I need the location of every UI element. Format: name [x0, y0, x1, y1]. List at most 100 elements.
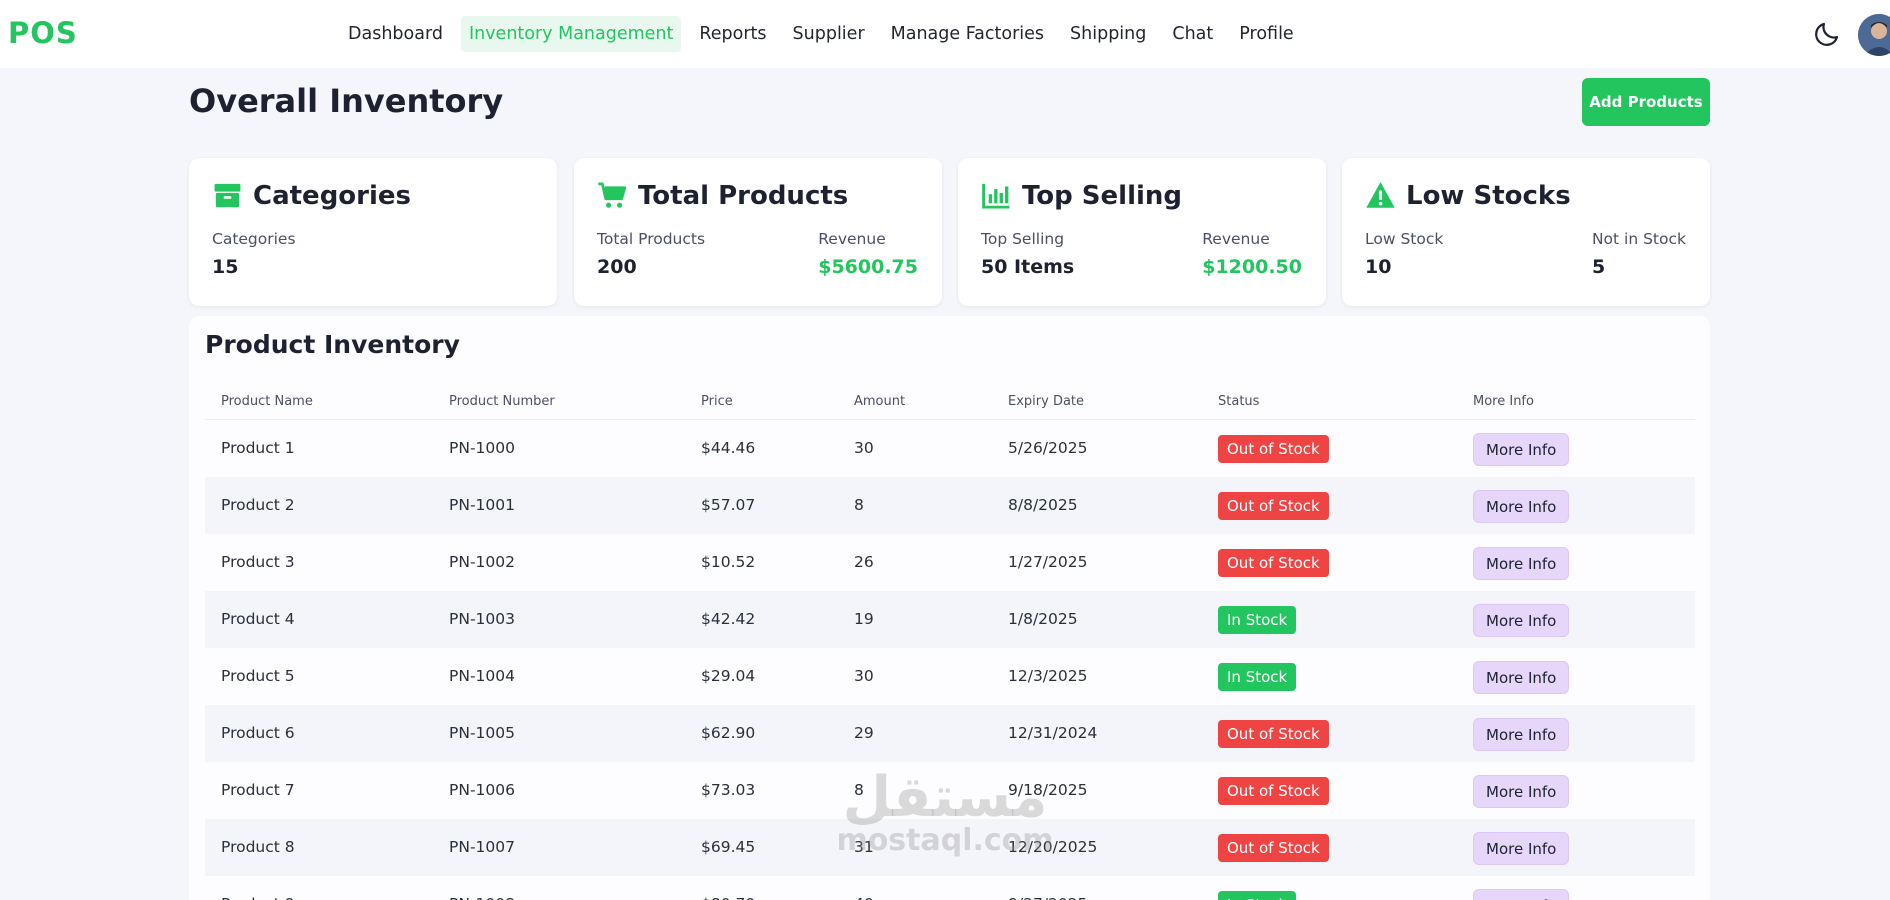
stat-value: 200: [597, 256, 637, 278]
product-name-cell: Product 3: [221, 553, 295, 571]
product-name-cell: Product 4: [221, 610, 295, 628]
product-number-cell: PN-1001: [449, 496, 515, 514]
price-cell: $73.03: [701, 781, 756, 799]
column-header[interactable]: Amount: [854, 394, 906, 409]
status-badge: In Stock: [1218, 663, 1297, 691]
product-number-cell: PN-1000: [449, 439, 515, 457]
total-products-card: Total Products Total Products 200 Revenu…: [574, 158, 942, 306]
table-body: Product 1 PN-1000 $44.46 30 5/26/2025 Out of …: [205, 420, 1695, 900]
stat-value: 5: [1591, 256, 1606, 278]
nav-item-profile[interactable]: Profile: [1239, 24, 1294, 44]
column-header[interactable]: Expiry Date: [1008, 394, 1085, 409]
more-info-button[interactable]: More Info: [1473, 604, 1570, 637]
product-number-cell: PN-1008: [449, 895, 515, 900]
product-number-cell: PN-1002: [449, 553, 515, 571]
status-badge: Out of Stock: [1218, 720, 1329, 748]
expiry-date-cell: 5/26/2025: [1008, 439, 1088, 457]
stat-label: Top Selling: [981, 230, 1065, 248]
more-info-button[interactable]: More Info: [1473, 832, 1570, 865]
table-row[interactable]: Product 3 PN-1002 $10.52 26 1/27/2025 Out of …: [205, 534, 1695, 591]
stat-value: 50 Items: [981, 256, 1075, 278]
product-number-cell: PN-1004: [449, 667, 515, 685]
top-selling-card: Top Selling Top Selling 50 Items Revenue…: [958, 158, 1326, 306]
nav-item-manage-factories[interactable]: Manage Factories: [890, 24, 1045, 44]
table-row[interactable]: Product 2 PN-1001 $57.07 8 8/8/2025 Out of St…: [205, 477, 1695, 534]
amount-cell: 26: [854, 553, 874, 571]
stat-label: Categories: [212, 230, 296, 248]
amount-cell: 8: [854, 496, 864, 514]
expiry-date-cell: 12/31/2024: [1008, 724, 1098, 742]
table-title: Product Inventory: [205, 330, 460, 359]
price-cell: $69.45: [701, 838, 756, 856]
box-icon: [214, 183, 241, 208]
top-navbar: POS Dashboard Inventory Management Repor…: [0, 0, 1890, 68]
column-header[interactable]: Product Number: [449, 394, 555, 409]
product-name-cell: Product 7: [221, 781, 295, 799]
nav-item-dashboard[interactable]: Dashboard: [348, 24, 443, 44]
expiry-date-cell: 1/8/2025: [1008, 610, 1078, 628]
stat-label: Revenue: [1202, 230, 1270, 248]
table-header: Product Name Product Number Price Amount…: [205, 388, 1695, 420]
price-cell: $29.04: [701, 667, 756, 685]
product-number-cell: PN-1003: [449, 610, 515, 628]
moon-icon[interactable]: [1812, 19, 1842, 49]
more-info-button[interactable]: More Info: [1473, 547, 1570, 580]
nav-item-chat[interactable]: Chat: [1172, 24, 1214, 44]
stat-label: Not in Stock: [1591, 230, 1686, 248]
price-cell: $62.90: [701, 724, 756, 742]
table-row[interactable]: Product 6 PN-1005 $62.90 29 12/31/2024 Out of…: [205, 705, 1695, 762]
nav-item-inventory-management[interactable]: Inventory Management: [460, 16, 682, 52]
price-cell: $10.52: [701, 553, 756, 571]
more-info-button[interactable]: More Info: [1473, 889, 1570, 900]
card-title: Categories: [253, 180, 412, 211]
table-row[interactable]: Product 4 PN-1003 $42.42 19 1/8/2025 In Stock…: [205, 591, 1695, 648]
more-info-button[interactable]: More Info: [1473, 775, 1570, 808]
nav-item-supplier[interactable]: Supplier: [792, 24, 865, 44]
column-header[interactable]: More Info: [1473, 394, 1534, 409]
table-row[interactable]: Product 9 PN-1008 $80.70 40 9/27/2025 In Stoc…: [205, 876, 1695, 900]
page-title: Overall Inventory: [189, 82, 504, 120]
product-name-cell: Product 6: [221, 724, 295, 742]
app-logo[interactable]: POS: [8, 16, 78, 50]
table-row[interactable]: Product 7 PN-1006 $73.03 8 9/18/2025 Out of S…: [205, 762, 1695, 819]
column-header[interactable]: Product Name: [221, 394, 313, 409]
status-badge: In Stock: [1218, 891, 1297, 900]
more-info-button[interactable]: More Info: [1473, 490, 1570, 523]
card-title: Top Selling: [1022, 180, 1183, 211]
stat-label: Revenue: [818, 230, 886, 248]
nav-item-reports[interactable]: Reports: [699, 24, 767, 44]
amount-cell: 31: [854, 838, 874, 856]
amount-cell: 30: [854, 439, 874, 457]
expiry-date-cell: 1/27/2025: [1008, 553, 1088, 571]
revenue-value: $5600.75: [818, 256, 918, 278]
column-header[interactable]: Price: [701, 394, 733, 409]
product-name-cell: Product 2: [221, 496, 295, 514]
price-cell: $44.46: [701, 439, 756, 457]
expiry-date-cell: 8/8/2025: [1008, 496, 1078, 514]
amount-cell: 8: [854, 781, 864, 799]
table-row[interactable]: Product 1 PN-1000 $44.46 30 5/26/2025 Out of …: [205, 420, 1695, 477]
add-products-button[interactable]: Add Products: [1582, 78, 1710, 126]
amount-cell: 30: [854, 667, 874, 685]
expiry-date-cell: 9/27/2025: [1008, 895, 1087, 900]
table-row[interactable]: Product 8 PN-1007 $69.45 31 12/20/2025 Out of…: [205, 819, 1695, 876]
categories-card: Categories Categories 15: [189, 158, 557, 306]
status-badge: Out of Stock: [1218, 834, 1329, 862]
more-info-button[interactable]: More Info: [1473, 433, 1570, 466]
status-badge: Out of Stock: [1218, 549, 1329, 577]
expiry-date-cell: 12/3/2025: [1008, 667, 1088, 685]
main-menu: Dashboard Inventory Management Reports S…: [340, 16, 1302, 52]
product-name-cell: Product 8: [221, 838, 295, 856]
product-inventory-panel: Product Inventory Product Name Product N…: [189, 316, 1710, 900]
status-badge: Out of Stock: [1218, 777, 1329, 805]
more-info-button[interactable]: More Info: [1473, 718, 1570, 751]
more-info-button[interactable]: More Info: [1473, 661, 1570, 694]
user-avatar[interactable]: [1858, 14, 1890, 56]
stat-value: 15: [212, 256, 239, 278]
table-row[interactable]: Product 5 PN-1004 $29.04 30 12/3/2025 In Stoc…: [205, 648, 1695, 705]
card-title: Total Products: [638, 180, 849, 211]
nav-item-shipping[interactable]: Shipping: [1070, 24, 1147, 44]
product-number-cell: PN-1006: [449, 781, 515, 799]
column-header[interactable]: Status: [1218, 394, 1260, 409]
status-badge: Out of Stock: [1218, 492, 1329, 520]
